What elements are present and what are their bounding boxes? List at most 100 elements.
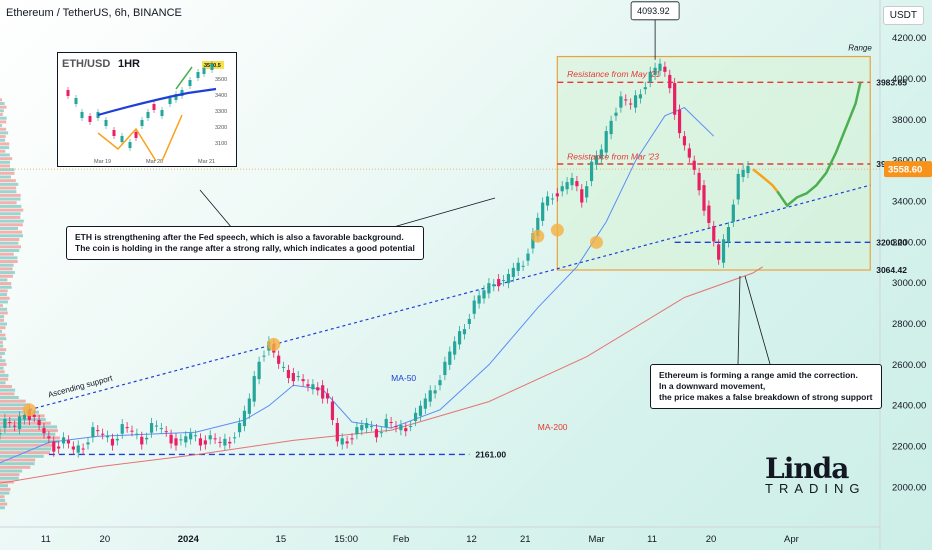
symbol-header[interactable]: Ethereum / TetherUS, 6h, BINANCE — [6, 7, 182, 19]
volume-profile-bar — [0, 109, 4, 113]
candle-body — [682, 136, 687, 146]
volume-profile-bar — [0, 175, 11, 179]
candle-body — [257, 361, 261, 380]
candle-body — [145, 437, 149, 440]
volume-profile-bar — [0, 381, 6, 385]
volume-profile-bar — [0, 124, 3, 128]
candle-body — [418, 405, 423, 416]
candle-body — [541, 202, 545, 221]
projection-green — [776, 82, 862, 208]
inset-y-tick: 3300 — [215, 109, 227, 115]
candle-body — [482, 290, 486, 299]
volume-profile-bar — [0, 249, 20, 252]
candle-body — [159, 428, 163, 430]
candle-body — [589, 161, 594, 182]
range-note-leader-1 — [737, 275, 741, 365]
volume-profile-bar — [0, 344, 4, 348]
volume-profile-bar — [0, 237, 20, 241]
volume-profile-bar — [0, 138, 6, 142]
volume-profile-bar — [0, 116, 7, 120]
volume-profile-bar — [0, 396, 19, 399]
x-tick-label: 11 — [41, 534, 51, 545]
fed-speech-note: ETH is strengthening after the Fed speec… — [66, 226, 424, 260]
volume-profile-bar — [0, 462, 35, 466]
x-tick-label: Feb — [393, 534, 409, 545]
volume-profile-bar — [0, 443, 54, 447]
candle-body — [643, 87, 647, 90]
candle-body — [291, 373, 295, 382]
highlight-circle — [589, 235, 603, 249]
candle-body — [462, 329, 467, 335]
inset-candle-body — [168, 98, 172, 104]
volume-profile-bar — [0, 399, 26, 403]
volume-profile-bar — [0, 226, 19, 230]
volume-profile-bar — [0, 179, 16, 183]
candle-body — [575, 181, 579, 187]
candle-body — [179, 439, 183, 441]
candle-body — [86, 442, 90, 445]
candle-body — [536, 217, 540, 237]
volume-profile-bar — [0, 340, 3, 344]
volume-profile-bar — [0, 105, 7, 109]
candle-body — [668, 74, 672, 89]
candle-body — [140, 436, 144, 445]
inset-y-tick: 3200 — [215, 125, 227, 131]
volume-profile-bar — [0, 469, 23, 473]
candle-body — [237, 423, 242, 433]
candle-body — [545, 196, 550, 206]
y-tick-label: 2400.00 — [892, 401, 926, 412]
candle-body — [707, 205, 711, 223]
range-note-line-1: Ethereum is forming a range amid the cor… — [659, 370, 858, 380]
candle-body — [120, 424, 124, 434]
range-note-line-2: In a downward movement, — [659, 381, 766, 391]
inset-candle-body — [80, 112, 84, 118]
candle-body — [61, 437, 66, 444]
volume-profile-bar — [0, 190, 17, 194]
candle-body — [189, 433, 193, 440]
candle-body — [648, 71, 652, 83]
volume-profile-bar — [0, 498, 6, 502]
currency-badge[interactable]: USDT — [882, 6, 924, 25]
candle-body — [91, 427, 95, 438]
volume-profile-bar — [0, 447, 52, 451]
y-tick-label: 2800.00 — [892, 319, 926, 330]
candle-body — [633, 95, 638, 108]
volume-profile-bar — [0, 289, 8, 293]
candle-body — [286, 369, 291, 379]
volume-profile-bar — [0, 230, 23, 234]
x-tick-label: 21 — [520, 534, 531, 545]
candle-body — [340, 438, 344, 445]
candle-body — [345, 441, 349, 444]
candle-body — [614, 112, 618, 116]
candle-body — [277, 355, 281, 364]
candle-body — [169, 434, 173, 444]
volume-profile-bar — [0, 296, 10, 300]
inset-candle-body — [210, 64, 214, 70]
volume-profile-bar — [0, 436, 60, 440]
candle-body — [624, 99, 628, 101]
range-note: Ethereum is forming a range amid the cor… — [650, 364, 882, 409]
volume-profile-bar — [0, 98, 2, 102]
highlight-circle — [267, 337, 281, 351]
candle-body — [374, 429, 379, 438]
candle-body — [531, 233, 535, 249]
volume-profile-bar — [0, 311, 8, 315]
volume-profile-bar — [0, 333, 6, 337]
inset-y-tick: 3500 — [215, 77, 227, 83]
volume-profile-bar — [0, 274, 13, 278]
candle-body — [0, 433, 2, 435]
fed-note-line-2: The coin is holding in the range after a… — [75, 243, 415, 253]
x-tick-label: 20 — [100, 534, 111, 545]
candle-body — [174, 438, 178, 446]
current-price-label: 3558.60 — [888, 165, 922, 176]
volume-profile-bar — [0, 366, 4, 370]
candle-body — [413, 412, 418, 421]
candle-body — [638, 94, 643, 99]
candle-body — [218, 441, 222, 443]
volume-profile-bar — [0, 440, 60, 444]
volume-profile-bar — [0, 260, 18, 264]
x-tick-label: 15:00 — [334, 534, 358, 545]
candle-body — [198, 438, 203, 446]
candle-body — [3, 418, 7, 429]
